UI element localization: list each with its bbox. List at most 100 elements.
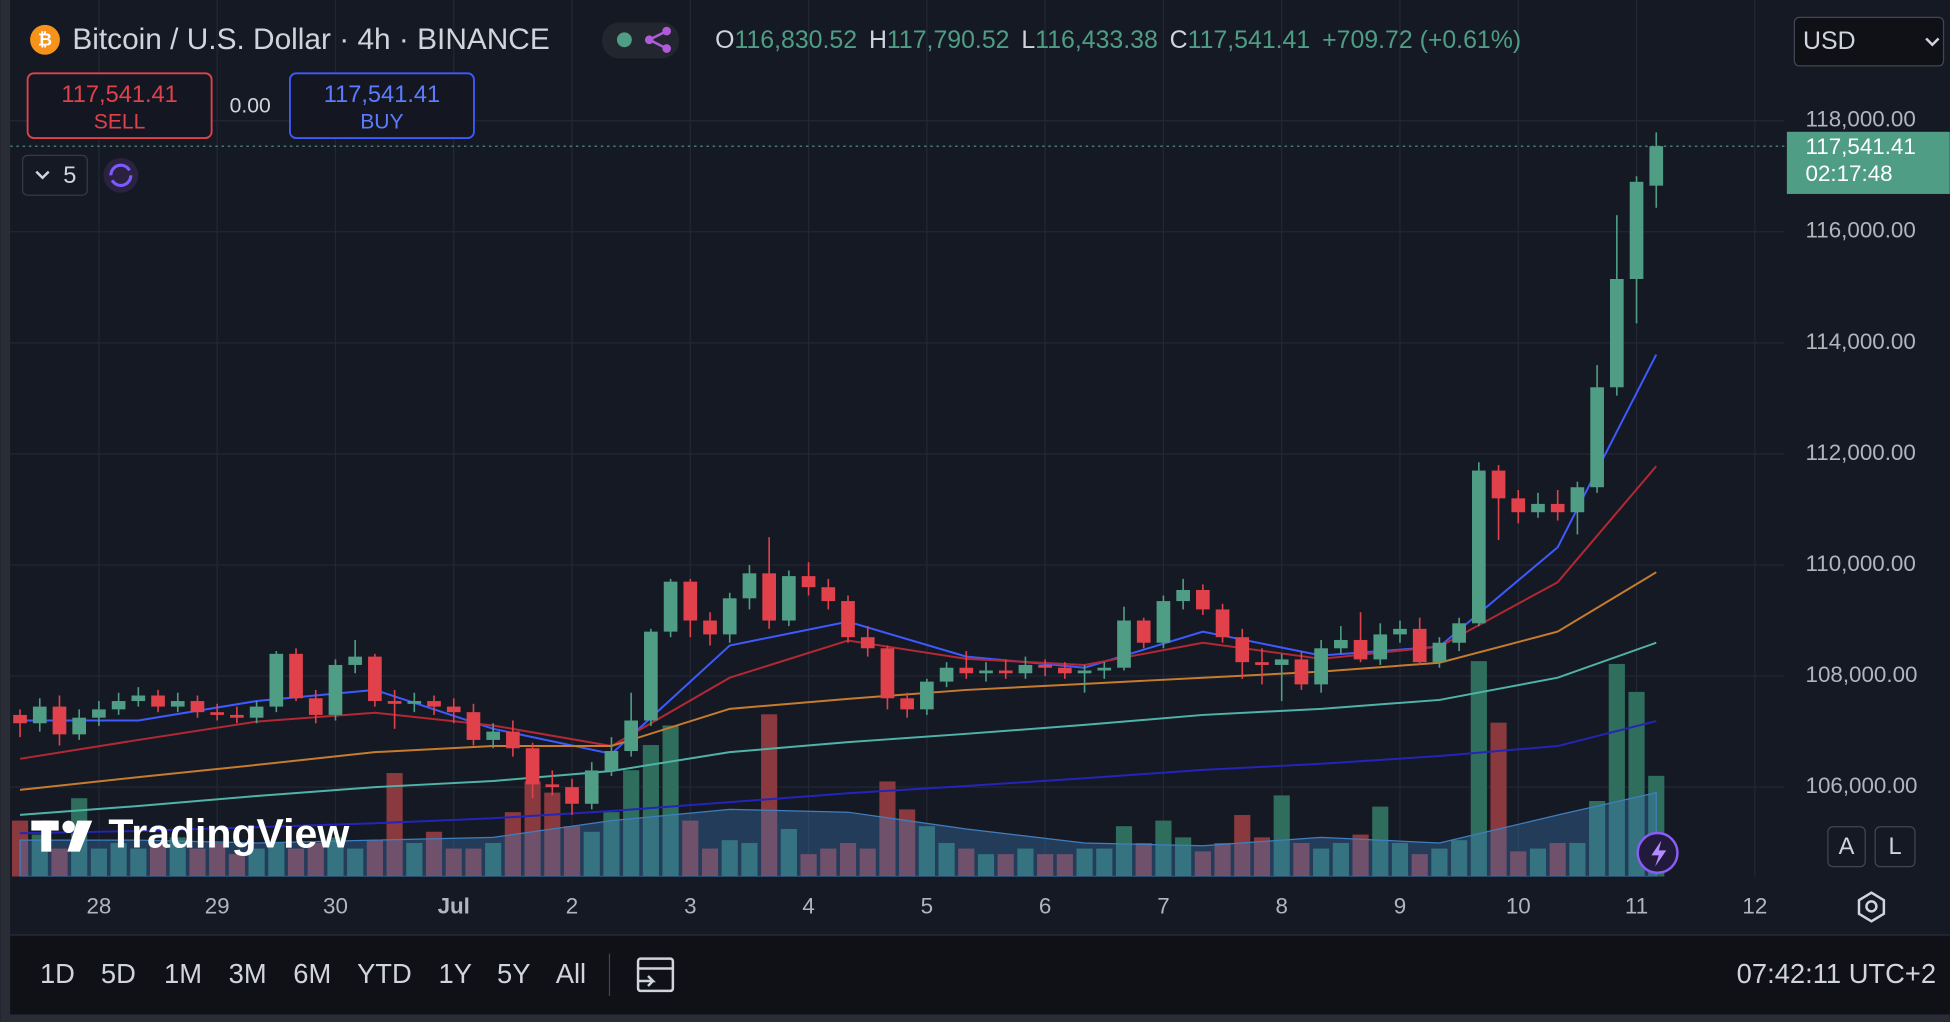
settings-icon[interactable] — [1857, 891, 1886, 923]
log-scale-button[interactable] — [1874, 826, 1916, 868]
volume-bar — [701, 848, 719, 877]
candle-body — [545, 784, 560, 788]
candle-body — [1432, 642, 1447, 663]
sell-label: SELL — [94, 111, 146, 134]
sell-button[interactable] — [26, 72, 213, 139]
candle-body — [1196, 589, 1210, 610]
volume-bar — [1293, 842, 1310, 877]
x-tick-label: 3 — [684, 894, 696, 919]
buy-button[interactable] — [289, 72, 475, 139]
candle-body — [427, 701, 441, 707]
candle-body — [1590, 387, 1604, 488]
range-button[interactable]: 5Y — [497, 958, 530, 989]
volume-bar — [1569, 842, 1586, 877]
x-tick-label: 30 — [323, 894, 348, 919]
candle-body — [1176, 589, 1190, 602]
x-tick-label: 11 — [1625, 894, 1648, 919]
ohlc-value: 116,830.52 — [734, 26, 857, 54]
auto-scale-button[interactable] — [1827, 826, 1866, 868]
volume-bar — [879, 781, 896, 877]
volume-bar — [1628, 691, 1645, 877]
x-tick-label: 5 — [921, 894, 933, 919]
range-button[interactable]: 1Y — [439, 958, 472, 989]
volume-bar — [1372, 806, 1389, 877]
range-button[interactable]: 3M — [229, 958, 267, 989]
volume-bar — [721, 840, 738, 877]
range-button[interactable]: 1D — [40, 958, 75, 989]
volume-bar — [189, 848, 206, 877]
volume-bar — [1510, 851, 1527, 877]
candle-body — [1609, 278, 1624, 388]
range-button[interactable]: 6M — [293, 958, 331, 989]
candle-body — [289, 653, 303, 699]
candle-body — [170, 701, 185, 707]
currency-select[interactable] — [1793, 16, 1945, 67]
candle-body — [131, 695, 146, 702]
range-button[interactable]: 1M — [164, 958, 202, 989]
share-icon — [644, 26, 672, 53]
candle-body — [979, 670, 993, 674]
volume-bar — [307, 842, 324, 877]
status-pill[interactable] — [602, 22, 680, 59]
volume-bar — [839, 842, 857, 877]
sync-icon — [109, 163, 133, 187]
candle-body — [782, 576, 796, 621]
candle-body — [939, 667, 954, 682]
volume-bar — [228, 854, 245, 877]
candle-body — [1215, 609, 1230, 638]
candle-body — [1294, 659, 1309, 685]
candle-body — [1058, 667, 1072, 674]
watermark-logo — [31, 820, 93, 852]
candle-body — [959, 667, 974, 674]
range-button[interactable]: 5D — [101, 958, 136, 989]
volume-bar — [1175, 837, 1192, 877]
volume-bar — [1313, 848, 1330, 877]
candle-body — [900, 698, 914, 710]
currency: USD — [1803, 27, 1856, 55]
volume-bar — [741, 842, 758, 877]
volume-bar — [248, 848, 265, 877]
indicators-toggle[interactable] — [22, 154, 88, 196]
candle-body — [1452, 623, 1466, 643]
change: +709.72 (+0.61%) — [1322, 26, 1521, 54]
candle-body — [1235, 637, 1250, 663]
volume-bar — [90, 848, 107, 877]
volume-bar — [1115, 826, 1133, 877]
volume-bar — [524, 781, 541, 877]
volume-bar — [1253, 837, 1271, 877]
candle-body — [644, 631, 658, 721]
candle-body — [1255, 662, 1269, 665]
sell-price: 117,541.41 — [61, 82, 177, 108]
volume-bar — [682, 820, 699, 877]
x-tick-label: 4 — [802, 894, 814, 919]
range-button[interactable]: YTD — [357, 958, 412, 989]
candle-body — [880, 648, 895, 699]
volume-bar — [1017, 848, 1034, 877]
volume-bar — [642, 745, 659, 877]
volume-bar — [110, 842, 127, 877]
candle-body — [111, 701, 126, 710]
volume-bar — [1549, 842, 1566, 877]
ohlc-value: 116,433.38 — [1035, 26, 1158, 54]
log-scale-label: L — [1888, 834, 1901, 860]
sync-button[interactable] — [103, 157, 139, 193]
volume-bar — [51, 848, 68, 877]
date-range-icon[interactable] — [636, 957, 675, 993]
volume-bar — [445, 848, 462, 877]
candle-body — [742, 573, 757, 599]
buy-label: BUY — [360, 111, 403, 134]
price-tag-price: 117,541.41 — [1806, 134, 1916, 159]
symbol-title[interactable]: Bitcoin / U.S. Dollar · 4h · BINANCE — [72, 23, 549, 56]
candle-body — [1334, 639, 1348, 649]
candle-body — [821, 587, 836, 602]
volume-bar — [820, 848, 837, 877]
candle-body — [486, 731, 501, 740]
candle-body — [1511, 498, 1526, 513]
volume-bar — [1608, 663, 1625, 877]
range-button[interactable]: All — [556, 958, 586, 989]
clock: 07:42:11 UTC+2 — [1737, 958, 1936, 989]
y-tick-label: 108,000.00 — [1806, 662, 1918, 687]
volume-bar — [780, 828, 797, 877]
candle-body — [269, 653, 284, 707]
candle-body — [506, 731, 520, 749]
